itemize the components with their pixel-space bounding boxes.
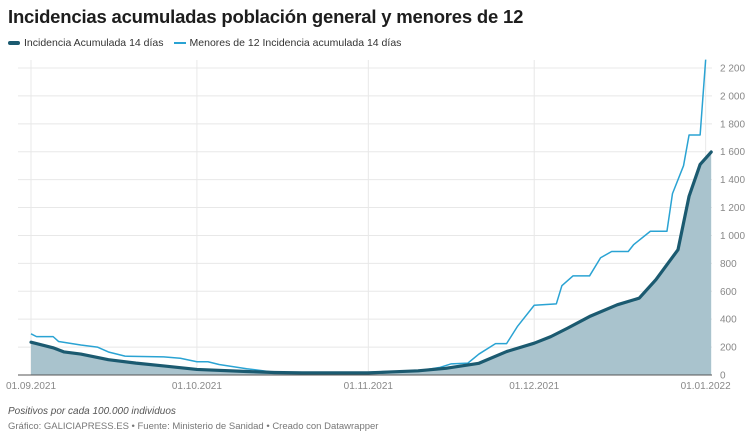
chart-credit: Gráfico: GALICIAPRESS.ES • Fuente: Minis… [8,421,379,432]
x-tick-label: 01.10.2021 [172,381,222,392]
series-line-general [29,150,713,375]
y-tick-label: 400 [720,315,737,326]
y-tick-label: 1 000 [720,231,745,242]
y-tick-label: 800 [720,259,737,270]
y-tick-label: 1 200 [720,203,745,214]
legend-swatch [8,41,20,45]
x-tick-label: 01.09.2021 [6,381,56,392]
y-tick-label: 2 200 [720,64,745,75]
y-tick-label: 200 [720,343,737,354]
legend-label: Incidencia Acumulada 14 días [24,37,164,49]
chart-note: Positivos por cada 100.000 individuos [8,406,176,417]
legend: Incidencia Acumulada 14 días Menores de … [8,37,401,49]
y-tick-label: 1 400 [720,175,745,186]
area-fill [31,152,712,375]
y-tick-label: 0 [720,371,726,382]
legend-label: Menores de 12 Incidencia acumulada 14 dí… [189,37,402,49]
x-tick-label: 01.01.2022 [681,381,731,392]
series-line-menores [30,59,707,374]
y-tick-label: 1 800 [720,119,745,130]
y-tick-label: 1 600 [720,147,745,158]
y-tick-label: 2 000 [720,91,745,102]
x-tick-label: 01.12.2021 [509,381,559,392]
legend-item-general: Incidencia Acumulada 14 días [8,37,164,49]
y-tick-label: 600 [720,287,737,298]
chart-title: Incidencias acumuladas población general… [8,6,524,27]
legend-swatch [173,42,186,44]
x-tick-label: 01.11.2021 [344,381,394,392]
legend-item-menores: Menores de 12 Incidencia acumulada 14 dí… [173,37,402,49]
